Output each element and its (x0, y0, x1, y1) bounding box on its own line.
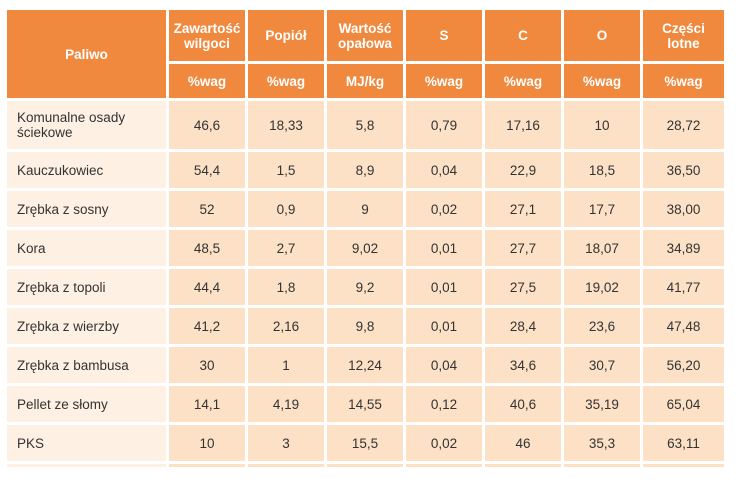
moisture-value: 54,4 (169, 152, 245, 188)
ash-value: 1,5 (248, 152, 324, 188)
volatile-value: 56,20 (643, 347, 724, 383)
calorific-value: 9,8 (327, 308, 403, 344)
o-value: 17,7 (564, 191, 640, 227)
moisture-value: 46,6 (169, 101, 245, 149)
s-value: 0,01 (406, 230, 482, 266)
table-row: Zrębka z wierzby 41,2 2,16 9,8 0,01 28,4… (7, 308, 724, 344)
table-row: Pellet ze słomy 14,1 4,19 14,55 0,12 40,… (7, 386, 724, 422)
ash-value: 2,16 (248, 308, 324, 344)
calorific-value: 14,55 (327, 386, 403, 422)
s-value: 0,01 (406, 308, 482, 344)
s-value: 0,04 (406, 347, 482, 383)
fuel-name: Kora (7, 230, 166, 266)
s-value: 0,79 (406, 101, 482, 149)
calorific-value: 9,2 (327, 269, 403, 305)
volatile-value: 34,89 (643, 230, 724, 266)
header-ash: Popiół (248, 10, 324, 61)
calorific-value: 15,5 (327, 425, 403, 461)
header-o: O (564, 10, 640, 61)
moisture-value: 30 (169, 347, 245, 383)
header-volatile: Części lotne (643, 10, 724, 61)
o-value: 30,7 (564, 347, 640, 383)
ash-value: 4,19 (248, 386, 324, 422)
calorific-value: 8,9 (327, 152, 403, 188)
o-value: 10 (564, 101, 640, 149)
o-value: 18,5 (564, 152, 640, 188)
o-value: 19,02 (564, 269, 640, 305)
volatile-value: 65,04 (643, 386, 724, 422)
unit-ash: %wag (248, 64, 324, 98)
table-row-cut-off (7, 464, 724, 467)
fuel-name: Zrębka z sosny (7, 191, 166, 227)
c-value: 17,16 (485, 101, 561, 149)
c-value: 34,6 (485, 347, 561, 383)
header-fuel: Paliwo (7, 10, 166, 98)
ash-value: 0,9 (248, 191, 324, 227)
c-value: 46 (485, 425, 561, 461)
c-value: 27,7 (485, 230, 561, 266)
header-s: S (406, 10, 482, 61)
table-row: Zrębka z sosny 52 0,9 9 0,02 27,1 17,7 3… (7, 191, 724, 227)
header-c: C (485, 10, 561, 61)
s-value: 0,04 (406, 152, 482, 188)
o-value: 23,6 (564, 308, 640, 344)
fuel-name: Zrębka z wierzby (7, 308, 166, 344)
ash-value: 1,8 (248, 269, 324, 305)
fuel-name: Pellet ze słomy (7, 386, 166, 422)
calorific-value: 12,24 (327, 347, 403, 383)
o-value: 35,3 (564, 425, 640, 461)
c-value: 40,6 (485, 386, 561, 422)
ash-value: 3 (248, 425, 324, 461)
moisture-value: 41,2 (169, 308, 245, 344)
c-value: 27,5 (485, 269, 561, 305)
table-row: Zrębka z bambusa 30 1 12,24 0,04 34,6 30… (7, 347, 724, 383)
table-row: PKS 10 3 15,5 0,02 46 35,3 63,11 (7, 425, 724, 461)
s-value: 0,01 (406, 269, 482, 305)
fuel-name: Zrębka z bambusa (7, 347, 166, 383)
volatile-value: 38,00 (643, 191, 724, 227)
table-row: Kauczukowiec 54,4 1,5 8,9 0,04 22,9 18,5… (7, 152, 724, 188)
s-value: 0,02 (406, 425, 482, 461)
c-value: 22,9 (485, 152, 561, 188)
unit-s: %wag (406, 64, 482, 98)
fuel-name: Komunalne osady ściekowe (7, 101, 166, 149)
o-value: 18,07 (564, 230, 640, 266)
unit-o: %wag (564, 64, 640, 98)
header-moisture: Zawartość wilgoci (169, 10, 245, 61)
table-row: Kora 48,5 2,7 9,02 0,01 27,7 18,07 34,89 (7, 230, 724, 266)
c-value: 27,1 (485, 191, 561, 227)
moisture-value: 14,1 (169, 386, 245, 422)
unit-calorific: MJ/kg (327, 64, 403, 98)
fuel-name: PKS (7, 425, 166, 461)
s-value: 0,12 (406, 386, 482, 422)
calorific-value: 5,8 (327, 101, 403, 149)
table-row: Zrębka z topoli 44,4 1,8 9,2 0,01 27,5 1… (7, 269, 724, 305)
header-calorific: Wartość opałowa (327, 10, 403, 61)
calorific-value: 9,02 (327, 230, 403, 266)
volatile-value: 63,11 (643, 425, 724, 461)
moisture-value: 44,4 (169, 269, 245, 305)
unit-volatile: %wag (643, 64, 724, 98)
unit-moisture: %wag (169, 64, 245, 98)
moisture-value: 10 (169, 425, 245, 461)
volatile-value: 47,48 (643, 308, 724, 344)
fuel-name: Kauczukowiec (7, 152, 166, 188)
table-row: Komunalne osady ściekowe 46,6 18,33 5,8 … (7, 101, 724, 149)
c-value: 28,4 (485, 308, 561, 344)
volatile-value: 36,50 (643, 152, 724, 188)
s-value: 0,02 (406, 191, 482, 227)
fuel-properties-table: Paliwo Zawartość wilgoci Popiół Wartość … (4, 7, 727, 470)
ash-value: 2,7 (248, 230, 324, 266)
o-value: 35,19 (564, 386, 640, 422)
unit-c: %wag (485, 64, 561, 98)
moisture-value: 52 (169, 191, 245, 227)
fuel-name: Zrębka z topoli (7, 269, 166, 305)
ash-value: 1 (248, 347, 324, 383)
volatile-value: 41,77 (643, 269, 724, 305)
calorific-value: 9 (327, 191, 403, 227)
volatile-value: 28,72 (643, 101, 724, 149)
moisture-value: 48,5 (169, 230, 245, 266)
ash-value: 18,33 (248, 101, 324, 149)
